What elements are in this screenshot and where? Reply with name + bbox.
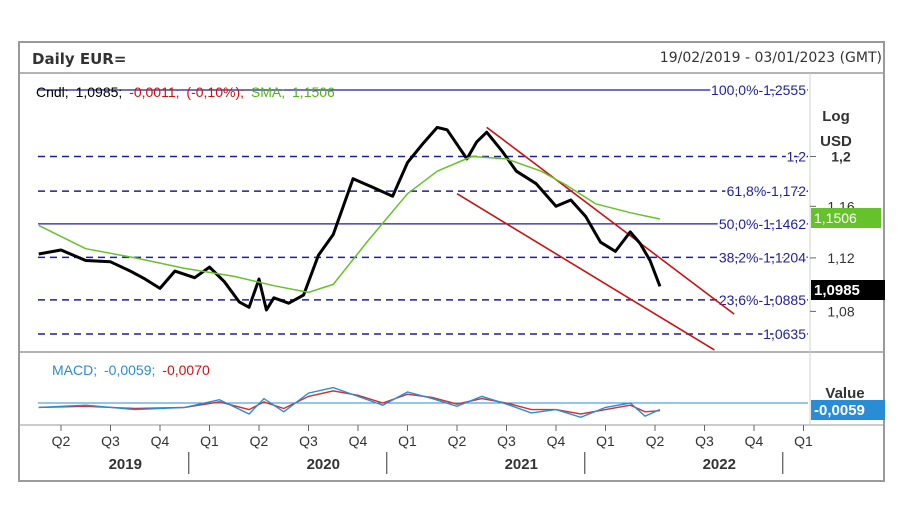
- fib-level-label-1: 1,2: [787, 148, 807, 164]
- axis-scale-label: Log: [822, 108, 850, 125]
- series-sma-line: [38, 155, 661, 294]
- x-quarter-label-13: Q3: [695, 433, 714, 449]
- legend-sma-label: SMA;: [251, 84, 285, 100]
- fib-level-label-0: 100,0%-1,2555: [711, 82, 806, 98]
- date-range: 19/02/2019 - 03/01/2023 (GMT): [659, 50, 882, 66]
- legend-main: Cndl; 1,0985; -0,0011; (-0,10%); SMA; 1,…: [36, 84, 335, 100]
- x-quarter-label-0: Q2: [52, 433, 71, 449]
- x-quarter-label-3: Q1: [200, 433, 219, 449]
- x-year-label-3: 2022: [703, 456, 736, 473]
- x-quarter-label-1: Q3: [101, 433, 120, 449]
- chart-title: Daily EUR=: [32, 50, 127, 68]
- fibonacci-levels: 100,0%-1,2555 1,2 61,8%-1,172 50,0%-1,1462 3…: [38, 80, 808, 344]
- x-quarter-label-10: Q4: [547, 433, 566, 449]
- macd-line: [38, 386, 661, 419]
- x-year-label-0: 2019: [109, 456, 142, 473]
- legend-sma-value: 1,1506: [292, 84, 335, 100]
- macd-panel: [38, 386, 808, 419]
- legend-signal-value: -0,0070: [162, 362, 210, 378]
- legend-cndl-label: Cndl;: [36, 84, 69, 100]
- x-quarter-label-4: Q2: [250, 433, 269, 449]
- trend-channel: [456, 126, 735, 351]
- fib-level-label-4: 38,2%-1,1204: [719, 249, 806, 265]
- x-quarter-label-12: Q2: [646, 433, 665, 449]
- x-axis: Q2 Q3 Q4 Q1 Q2 Q3 Q4 Q1 Q2 Q3 Q4 Q1 Q2 Q3 Q4 Q1 2019 2020…: [52, 425, 813, 474]
- price-badge: 1,0985: [814, 282, 860, 299]
- fib-level-label-3: 50,0%-1,1462: [719, 216, 806, 232]
- fib-level-label-2: 61,8%-1,172: [727, 183, 807, 199]
- legend-macd-value: -0,0059;: [104, 362, 155, 378]
- macd-axis-label: Value: [825, 385, 864, 402]
- fib-level-label-6: 1,0635: [763, 326, 806, 342]
- y-tick-label-0: 1,2: [831, 148, 851, 164]
- x-quarter-label-6: Q4: [349, 433, 368, 449]
- channel-upper-line: [486, 126, 735, 315]
- sma-badge-bg: [811, 208, 881, 228]
- legend-cndl-pct: (-0,10%);: [186, 84, 244, 100]
- macd-badge-bg: [811, 400, 885, 420]
- x-quarter-label-7: Q1: [398, 433, 417, 449]
- x-quarter-label-5: Q3: [299, 433, 318, 449]
- x-quarter-label-15: Q1: [794, 433, 813, 449]
- legend-macd: MACD; -0,0059; -0,0070: [52, 362, 210, 378]
- y-tick-label-3: 1,08: [827, 303, 854, 319]
- sma-badge: 1,1506: [814, 210, 857, 226]
- x-quarter-label-11: Q1: [596, 433, 615, 449]
- x-quarter-label-2: Q4: [151, 433, 170, 449]
- macd-badge: -0,0059: [814, 402, 865, 419]
- x-year-label-1: 2020: [307, 456, 340, 473]
- x-quarter-label-8: Q2: [448, 433, 467, 449]
- x-quarter-label-9: Q3: [497, 433, 516, 449]
- legend-cndl-change: -0,0011;: [129, 84, 179, 100]
- series-cndl-line: [38, 125, 662, 312]
- series-lines: [38, 125, 662, 312]
- channel-lower-line: [456, 193, 715, 351]
- legend-macd-label: MACD;: [52, 362, 97, 378]
- y-tick-label-2: 1,12: [827, 250, 854, 266]
- axis-unit-label: USD: [820, 133, 852, 150]
- macd-signal-line: [38, 390, 661, 415]
- legend-cndl-value: 1,0985;: [76, 84, 123, 100]
- fib-level-label-5: 23,6%-1,0885: [719, 292, 806, 308]
- price-badge-bg: [811, 280, 885, 300]
- x-quarter-label-14: Q4: [745, 433, 764, 449]
- x-year-label-2: 2021: [505, 456, 538, 473]
